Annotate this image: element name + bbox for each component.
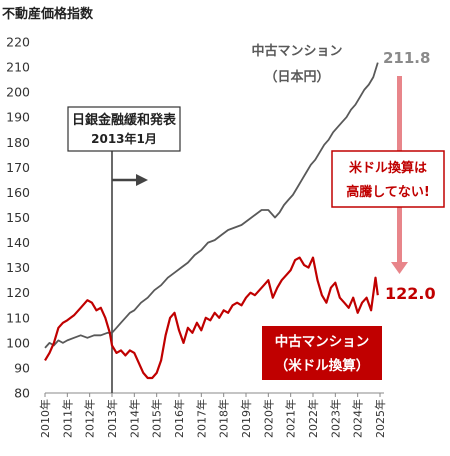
x-tick-label: 2024年 [351,399,365,438]
x-tick-label: 2018年 [217,399,231,438]
x-tick-label: 2011年 [60,399,74,438]
y-tick-label: 160 [6,185,30,200]
x-tick-label: 2021年 [284,399,298,438]
yen-end-value: 211.8 [383,49,430,67]
y-tick-label: 110 [6,310,30,325]
y-tick-label: 130 [6,260,30,275]
y-tick-label: 150 [6,210,30,225]
x-tick-label: 2014年 [127,399,141,438]
x-tick-label: 2020年 [261,399,275,438]
y-tick-label: 90 [14,360,30,375]
y-tick-label: 140 [6,235,30,250]
usd-series-label-box [262,326,382,380]
yen-series-label-line1: 中古マンション [251,43,342,59]
y-tick-label: 180 [6,135,30,150]
x-tick-label: 2022年 [306,399,320,438]
boj-annotation-date: 2013年1月 [91,131,157,146]
x-tick-label: 2016年 [172,399,186,438]
note-annotation: 米ドル換算は 高騰してない! [331,150,445,208]
note-line2: 高騰してない! [346,184,430,200]
x-tick-label: 2015年 [150,399,164,438]
y-tick-label: 200 [6,85,30,100]
x-tick-label: 2025年 [373,399,387,438]
y-tick-label: 80 [14,386,30,401]
series-line-usd [44,256,379,380]
x-tick-label: 2012年 [83,399,97,438]
y-tick-label: 210 [6,60,30,75]
x-tick-label: 2010年 [38,399,52,438]
boj-annotation-title: 日銀金融緩和発表 [72,112,177,128]
y-tick-label: 120 [6,285,30,300]
y-tick-label: 220 [6,35,30,50]
usd-series-label: 中古マンション （米ドル換算） [262,326,382,380]
y-ticks: 80 90 100 110 120 130 140 150 160 170 180 190 200 210… [6,35,30,401]
boj-event-arrow-head [136,174,148,186]
y-axis-title: 不動産価格指数 [2,6,94,22]
x-tick-label: 2013年 [105,399,119,438]
usd-series-label-line1: 中古マンション [275,333,370,350]
note-line1: 米ドル換算は [349,160,427,176]
x-tick-label: 2023年 [328,399,342,438]
x-tick-label: 2019年 [239,399,253,438]
usd-series-label-line2: （米ドル換算） [275,357,370,374]
usd-end-value: 122.0 [385,284,436,303]
plot-area [44,62,379,393]
yen-series-label-line2: （日本円） [264,69,329,85]
y-tick-label: 170 [6,160,30,175]
series-line-yen [44,62,379,349]
boj-annotation-box [67,106,181,152]
x-ticks: 2010年 2011年 2012年 2013年 2014年 2015年 2016年 2017年… [38,392,387,438]
y-tick-label: 190 [6,110,30,125]
boj-annotation: 日銀金融緩和発表 2013年1月 [67,106,181,152]
x-tick-label: 2017年 [194,399,208,438]
note-box [331,150,445,208]
y-tick-label: 100 [6,335,30,350]
